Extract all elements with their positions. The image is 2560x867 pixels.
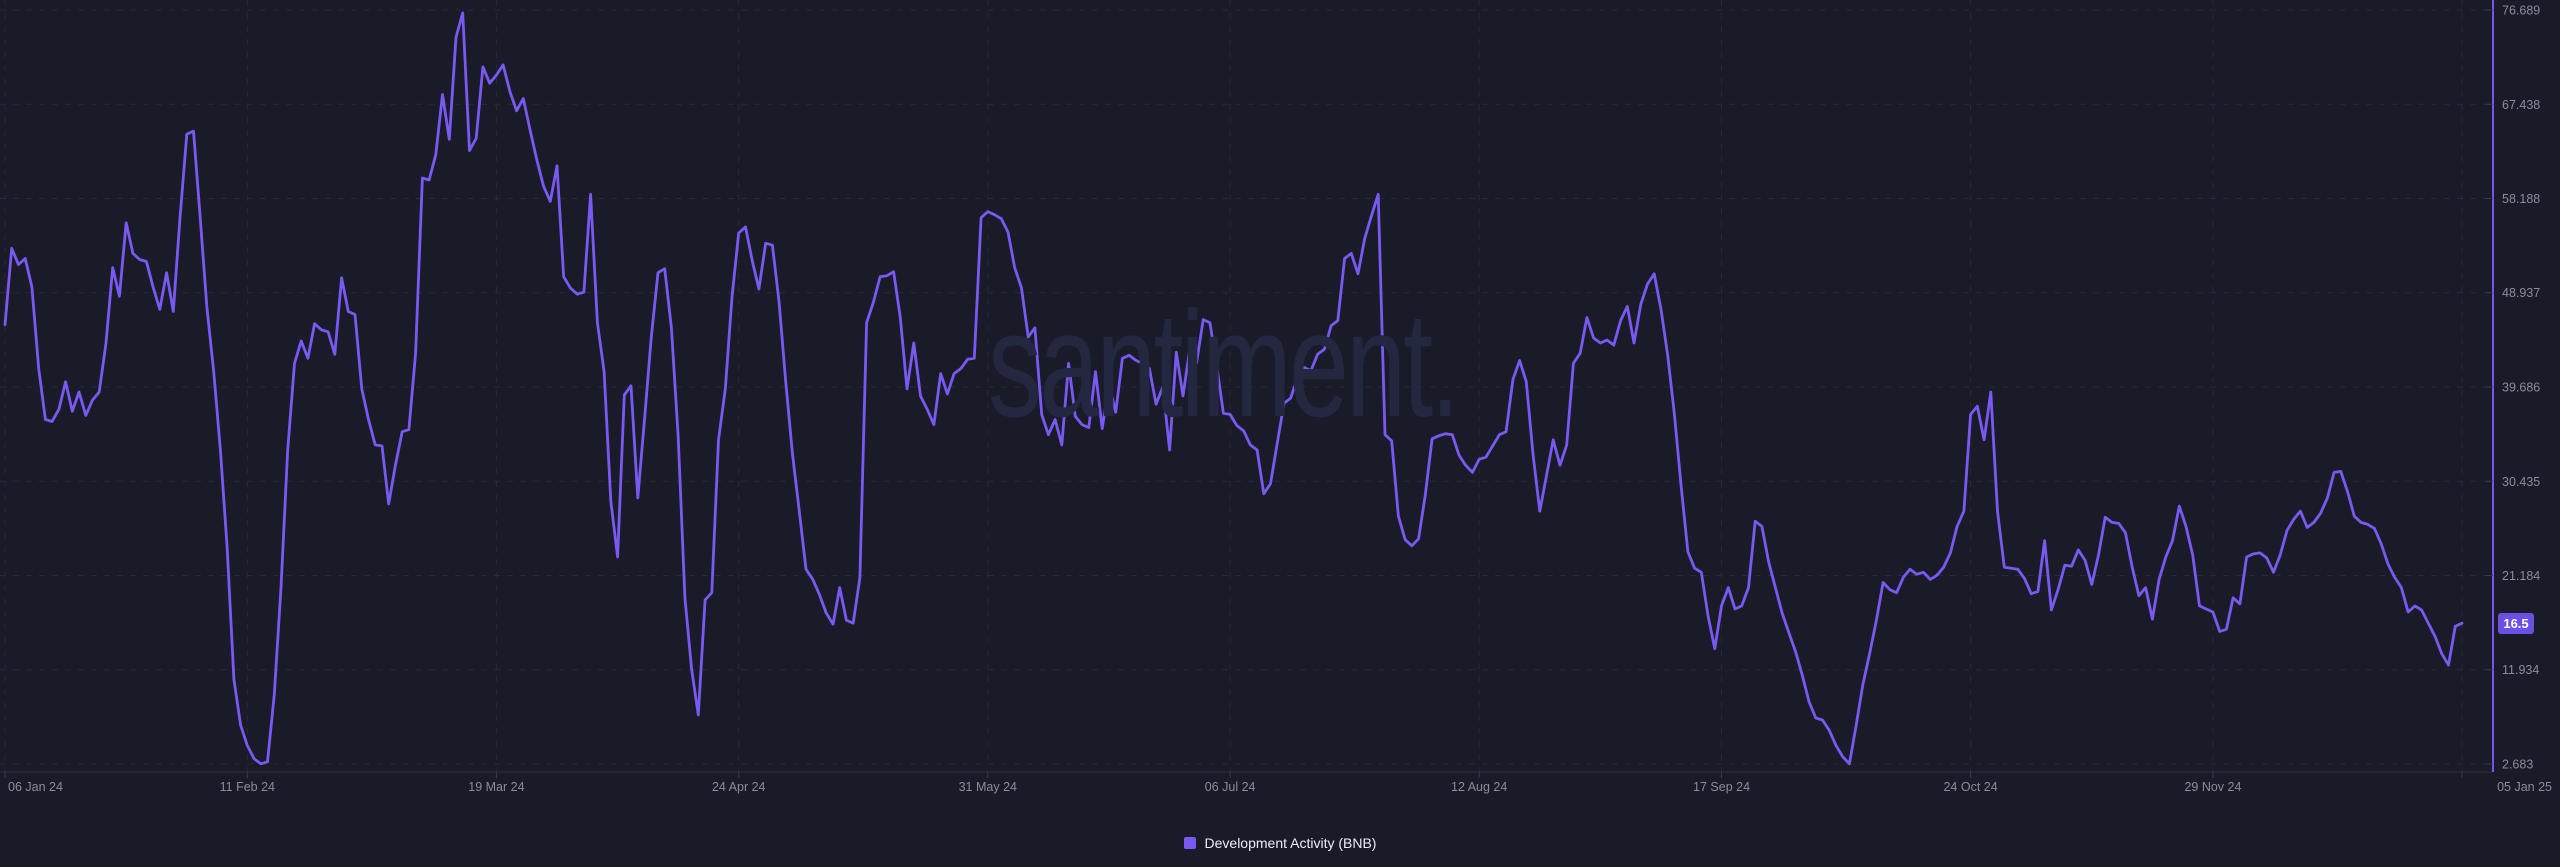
- legend-series-label[interactable]: Development Activity (BNB): [1204, 835, 1377, 851]
- x-tick-label: 17 Sep 24: [1693, 780, 1750, 794]
- x-tick-label: 29 Nov 24: [2184, 780, 2241, 794]
- last-value-badge: 16.5: [2498, 612, 2534, 634]
- x-tick-label: 31 May 24: [959, 780, 1017, 794]
- y-tick-label: 48.937: [2502, 286, 2540, 300]
- x-tick-label: 24 Oct 24: [1943, 780, 1997, 794]
- y-tick-label: 30.435: [2502, 475, 2540, 489]
- x-tick-label: 06 Jan 24: [8, 780, 63, 794]
- y-tick-label: 21.184: [2502, 569, 2540, 583]
- legend-series-swatch-icon[interactable]: [1183, 837, 1196, 849]
- y-tick-label: 2.683: [2502, 758, 2533, 772]
- activity-series-line: [3, 11, 2464, 766]
- x-tick-label: 12 Aug 24: [1451, 780, 1507, 794]
- x-tick-label: 05 Jan 25: [2497, 780, 2552, 794]
- santiment-watermark: santiment.: [988, 280, 1460, 448]
- x-tick-label: 11 Feb 24: [220, 780, 275, 794]
- legend: Development Activity (BNB): [0, 830, 2560, 856]
- y-tick-label: 67.438: [2502, 98, 2540, 112]
- x-tick-label: 24 Apr 24: [712, 780, 766, 794]
- y-tick-label: 58.188: [2502, 192, 2540, 206]
- x-tick-label: 19 Mar 24: [468, 780, 524, 794]
- y-tick-label: 39.686: [2502, 381, 2540, 395]
- y-tick-label: 76.689: [2502, 4, 2540, 18]
- x-tick-label: 06 Jul 24: [1205, 780, 1256, 794]
- y-tick-label: 11.934: [2502, 663, 2539, 677]
